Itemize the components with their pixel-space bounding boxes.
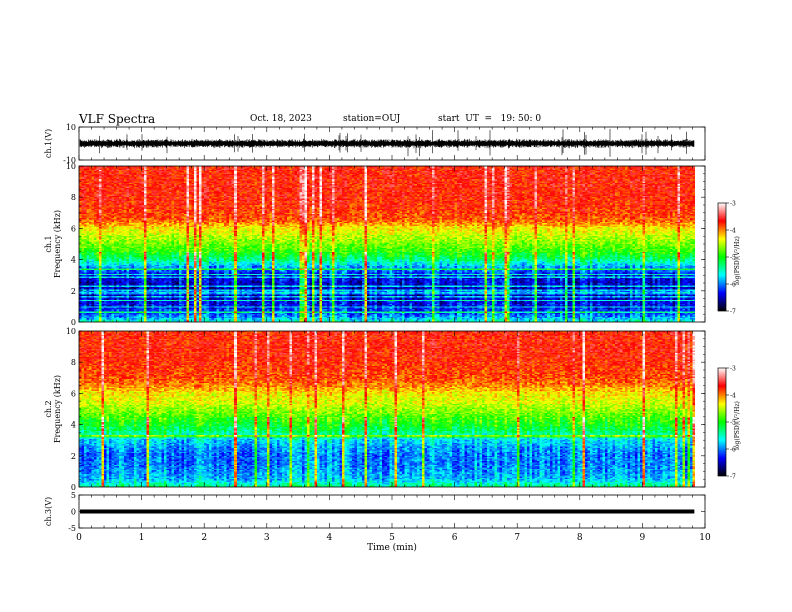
ch1-spectrogram-colorbar (717, 202, 727, 312)
x-tick-label: 4 (327, 533, 333, 543)
ch3-waveform-ytick: 0 (71, 508, 76, 517)
ch2-spectrogram-ytick: 0 (71, 483, 76, 492)
ch2-spectrogram-channel-label: ch.2 (44, 400, 53, 417)
ch2-spectrogram-colorbar-tick: -6 (730, 447, 736, 454)
x-tick-label: 1 (139, 533, 145, 543)
date-label: Oct. 18, 2023 (250, 114, 312, 124)
ch1-spectrogram-colorbar-tick: -5 (730, 255, 736, 262)
ch2-spectrogram-colorbar-tick: -7 (730, 474, 736, 481)
ch2-spectrogram-colorbar-tick: -4 (730, 393, 736, 400)
x-axis-label: Time (min) (367, 542, 417, 553)
ch1-spectrogram-colorbar-tick: -6 (730, 282, 736, 289)
chart-title: VLF Spectra (79, 112, 156, 126)
ch2-spectrogram-ylabel: Frequency (kHz) (53, 375, 62, 443)
ch1-waveform-trace (79, 128, 695, 157)
ch2-spectrogram-colorbar (717, 367, 727, 477)
ch1-spectrogram-ylabel: Frequency (kHz) (53, 210, 62, 278)
ch1-spectrogram-ytick: 6 (71, 224, 76, 233)
station-label: station=OUJ (343, 114, 401, 124)
ch2-spectrogram-ytick: 8 (71, 358, 76, 367)
ch1-spectrogram-ytick: 0 (71, 318, 76, 327)
x-tick-label: 5 (389, 533, 395, 543)
ch2-spectrogram-ytick: 2 (71, 452, 76, 461)
ch2-spectrogram-heatmap (79, 331, 705, 487)
x-tick-label: 2 (201, 533, 207, 543)
ch1-waveform-ytick: -10 (63, 156, 76, 165)
ch1-spectrogram-colorbar-tick: -4 (730, 228, 736, 235)
ch1-spectrogram-colorbar-tick: -7 (730, 309, 736, 316)
ch1-spectrogram-heatmap (79, 166, 705, 322)
ch1-spectrogram-colorbar-label: log(PSD)(V²/Hz) (734, 236, 741, 285)
x-tick-label: 9 (640, 533, 646, 543)
ch1-waveform-ylabel: ch.1(V) (44, 129, 53, 158)
ch2-spectrogram-ytick: 6 (71, 389, 76, 398)
ch2-spectrogram-colorbar-label: log(PSD)(V²/Hz) (734, 401, 741, 450)
start-time-label: start UT = 19: 50: 0 (438, 114, 542, 124)
x-tick-label: 6 (452, 533, 458, 543)
ch3-waveform-ytick: 5 (71, 491, 76, 500)
ch2-spectrogram-colorbar-tick: -3 (730, 366, 736, 373)
ch1-spectrogram-ytick: 4 (71, 256, 76, 265)
x-tick-label: 0 (76, 533, 82, 543)
x-tick-label: 10 (699, 533, 711, 543)
ch1-spectrogram-ytick: 8 (71, 193, 76, 202)
ch1-waveform-ytick: 10 (66, 123, 76, 132)
ch3-waveform-ytick: -5 (68, 524, 76, 533)
ch2-spectrogram-colorbar-tick: -5 (730, 420, 736, 427)
ch2-spectrogram-ytick: 4 (71, 421, 76, 430)
x-tick-label: 7 (514, 533, 520, 543)
ch2-spectrogram-ytick: 10 (66, 327, 76, 336)
ch3-waveform-ylabel: ch.3(V) (44, 497, 53, 526)
ch1-spectrogram-colorbar-tick: -3 (730, 201, 736, 208)
ch3-waveform-trace (80, 509, 695, 514)
ch1-spectrogram-ytick: 2 (71, 287, 76, 296)
ch1-spectrogram-channel-label: ch.1 (44, 235, 53, 252)
ch1-spectrogram-ytick: 10 (66, 162, 76, 171)
x-tick-label: 3 (264, 533, 270, 543)
x-tick-label: 8 (577, 533, 583, 543)
